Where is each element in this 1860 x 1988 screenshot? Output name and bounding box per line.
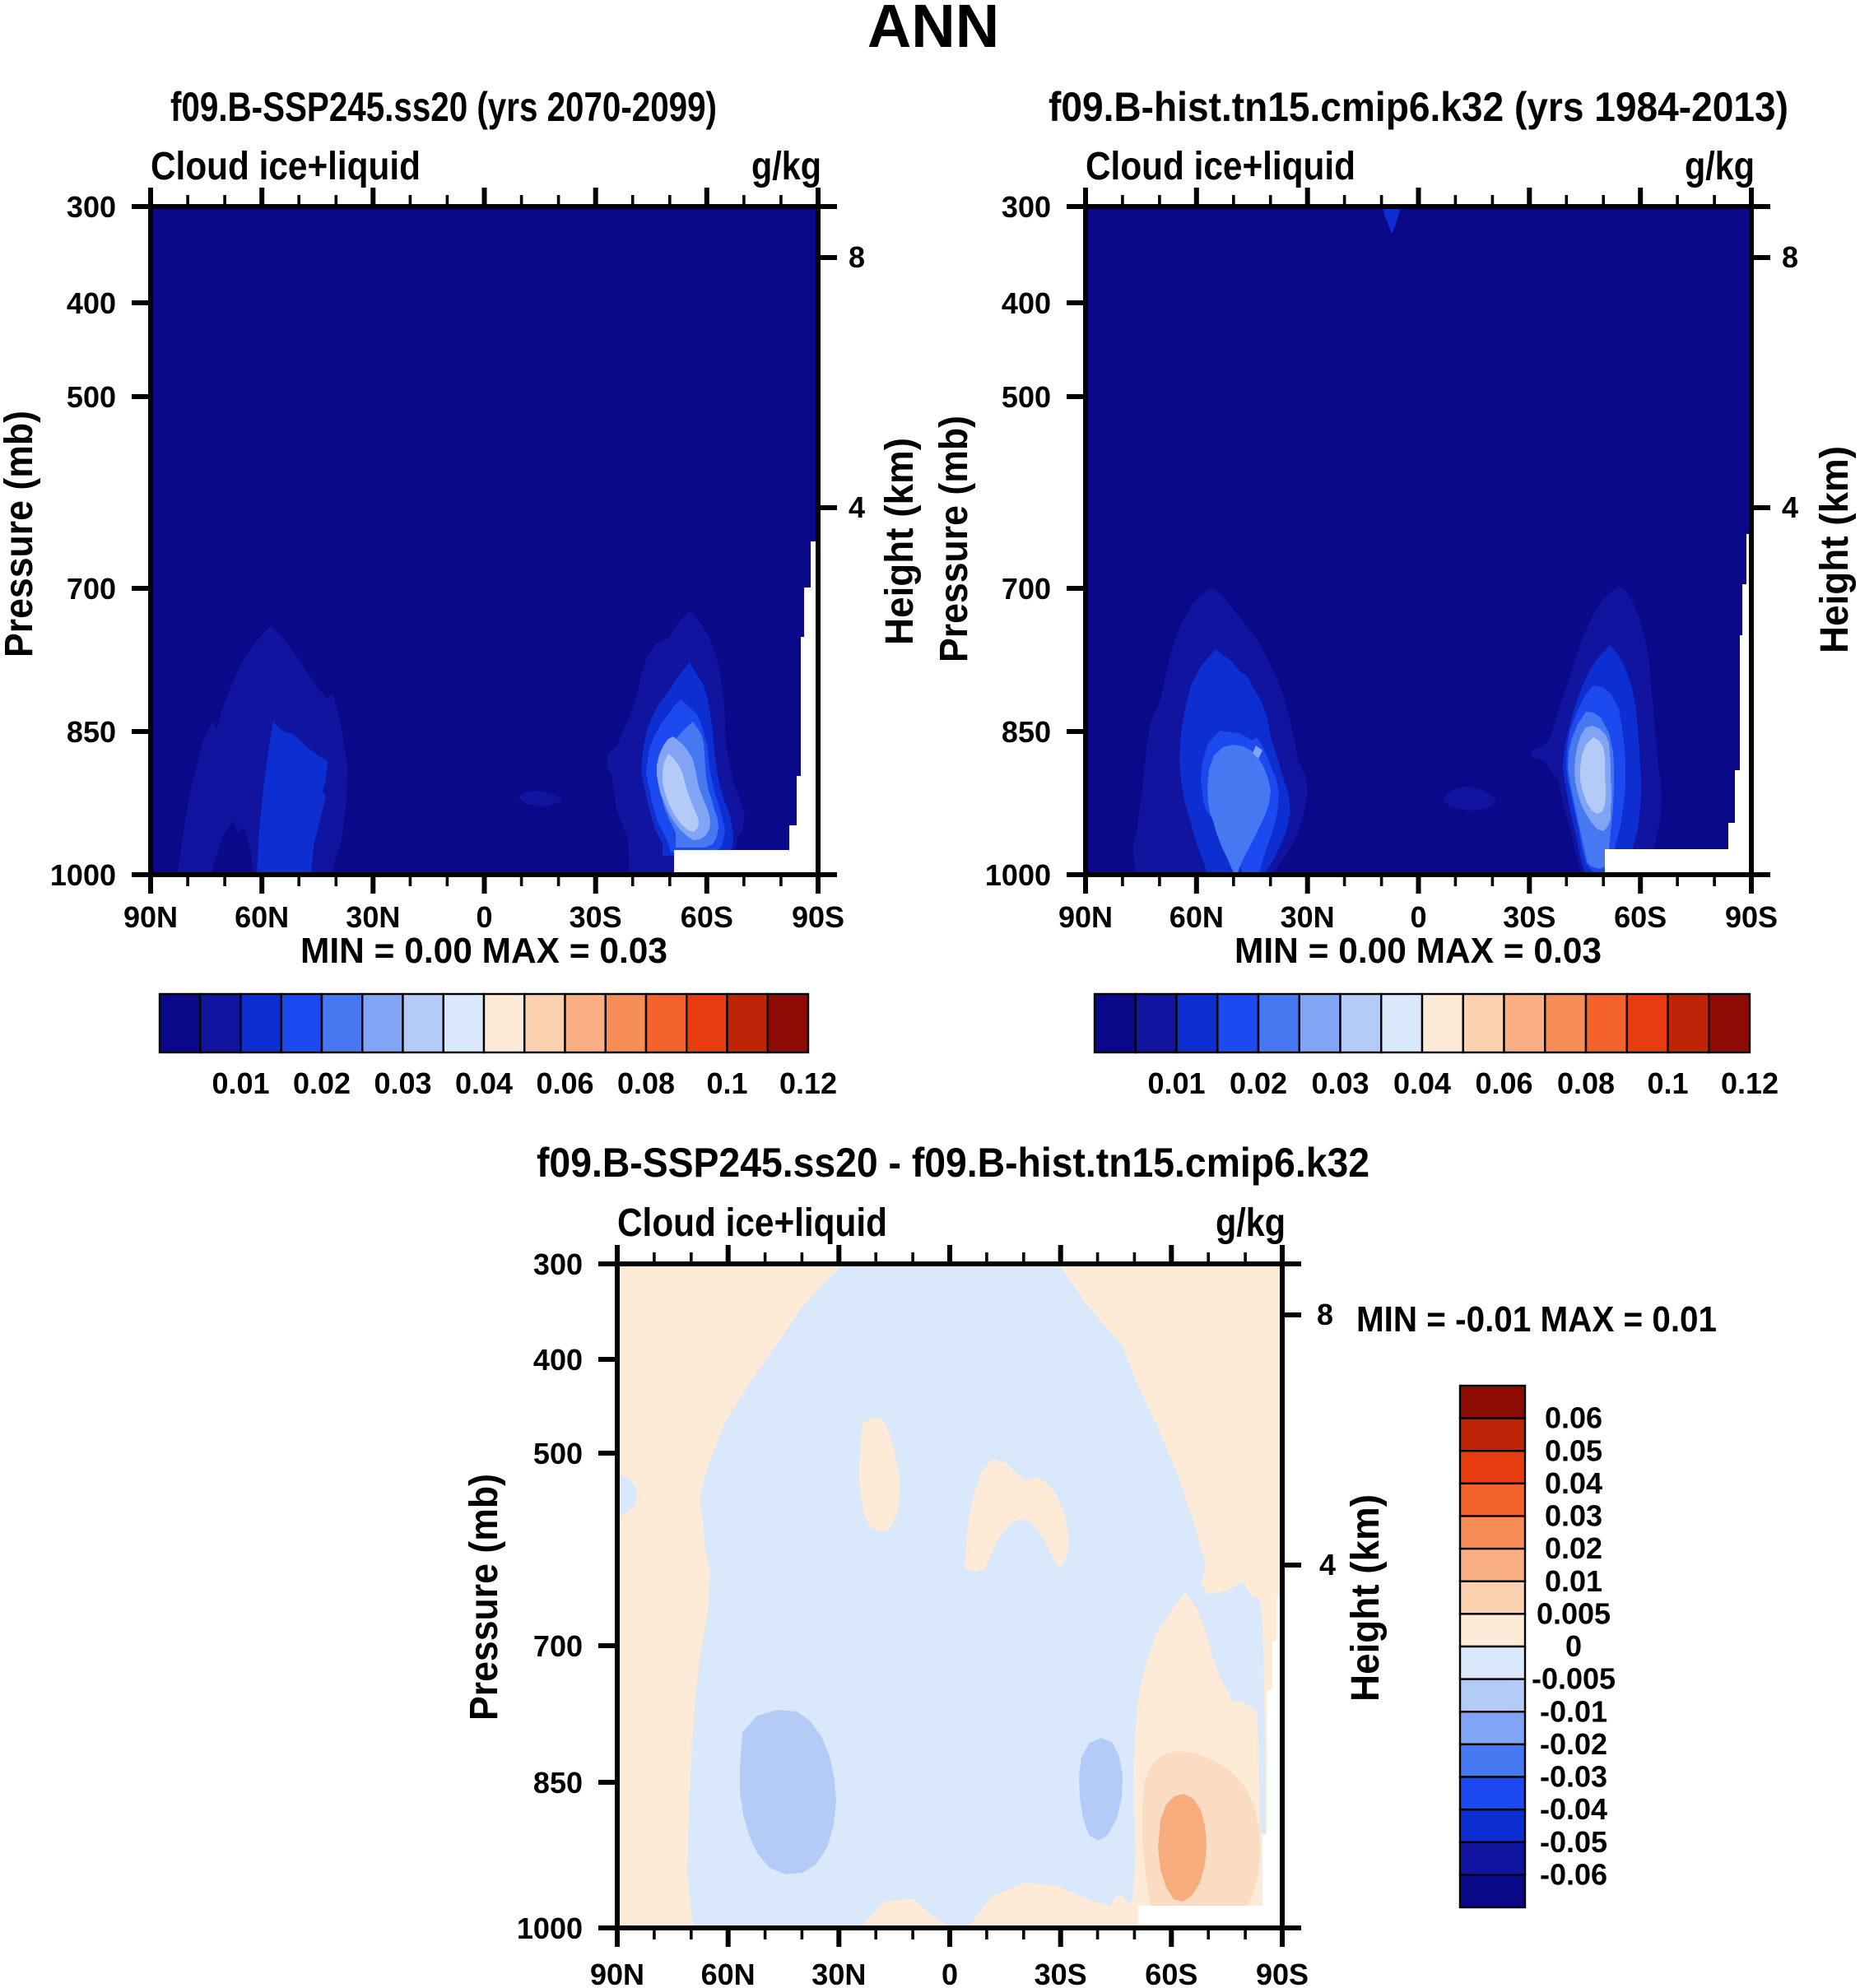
svg-text:Cloud ice+liquid: Cloud ice+liquid: [151, 145, 421, 188]
svg-text:0.08: 0.08: [1557, 1066, 1615, 1100]
svg-text:300: 300: [533, 1247, 583, 1281]
svg-text:Pressure (mb): Pressure (mb): [932, 416, 976, 662]
svg-text:f09.B-SSP245.ss20 - f09.B-hist: f09.B-SSP245.ss20 - f09.B-hist.tn15.cmip…: [537, 1140, 1369, 1186]
svg-text:700: 700: [1002, 572, 1051, 606]
svg-text:0: 0: [942, 1958, 958, 1988]
svg-text:1000: 1000: [985, 858, 1051, 892]
svg-text:Pressure (mb): Pressure (mb): [463, 1474, 506, 1721]
svg-text:4: 4: [1782, 490, 1798, 524]
svg-text:0.01: 0.01: [1545, 1564, 1602, 1598]
svg-text:0.05: 0.05: [1545, 1433, 1602, 1467]
svg-text:-0.02: -0.02: [1540, 1727, 1607, 1761]
svg-text:Height (km): Height (km): [1813, 446, 1857, 653]
svg-text:500: 500: [533, 1437, 583, 1470]
svg-text:850: 850: [1002, 715, 1051, 749]
svg-text:Cloud ice+liquid: Cloud ice+liquid: [617, 1201, 887, 1245]
svg-text:4: 4: [1319, 1548, 1336, 1582]
svg-text:-0.06: -0.06: [1540, 1857, 1607, 1891]
svg-text:0.08: 0.08: [617, 1066, 675, 1100]
svg-text:0.06: 0.06: [1545, 1401, 1602, 1435]
svg-text:-0.05: -0.05: [1540, 1825, 1607, 1859]
svg-text:30N: 30N: [811, 1958, 866, 1988]
svg-text:500: 500: [67, 380, 116, 414]
svg-text:60S: 60S: [1145, 1958, 1197, 1988]
svg-text:700: 700: [67, 572, 116, 606]
svg-text:0.03: 0.03: [374, 1066, 431, 1100]
svg-text:g/kg: g/kg: [1216, 1201, 1286, 1245]
svg-text:MIN = -0.01 MAX = 0.01: MIN = -0.01 MAX = 0.01: [1356, 1299, 1717, 1340]
svg-text:60S: 60S: [1614, 900, 1667, 934]
svg-text:60N: 60N: [235, 900, 289, 934]
svg-text:Cloud ice+liquid: Cloud ice+liquid: [1086, 145, 1355, 188]
svg-text:0: 0: [1410, 900, 1426, 934]
svg-text:f09.B-hist.tn15.cmip6.k32 (yrs: f09.B-hist.tn15.cmip6.k32 (yrs 1984-2013…: [1049, 84, 1788, 130]
svg-text:0.01: 0.01: [212, 1066, 269, 1100]
svg-text:300: 300: [1002, 190, 1051, 224]
svg-text:1000: 1000: [50, 858, 116, 892]
svg-text:60N: 60N: [1169, 900, 1224, 934]
svg-text:g/kg: g/kg: [1685, 145, 1755, 188]
svg-text:60S: 60S: [681, 900, 733, 934]
svg-text:Pressure (mb): Pressure (mb): [0, 411, 41, 657]
svg-text:400: 400: [1002, 286, 1051, 320]
svg-text:-0.03: -0.03: [1540, 1760, 1607, 1794]
svg-text:0.02: 0.02: [1230, 1066, 1287, 1100]
svg-text:90N: 90N: [590, 1958, 644, 1988]
svg-text:-0.005: -0.005: [1532, 1662, 1616, 1696]
svg-text:0.06: 0.06: [536, 1066, 593, 1100]
svg-text:0.04: 0.04: [1393, 1066, 1451, 1100]
svg-text:0.03: 0.03: [1545, 1499, 1602, 1533]
svg-text:0.12: 0.12: [1721, 1066, 1779, 1100]
svg-text:g/kg: g/kg: [751, 145, 821, 188]
svg-text:0.02: 0.02: [1545, 1531, 1602, 1565]
svg-text:ANN: ANN: [867, 0, 999, 60]
svg-text:850: 850: [533, 1766, 583, 1800]
svg-text:Height (km): Height (km): [1344, 1494, 1388, 1702]
svg-text:90S: 90S: [1256, 1958, 1309, 1988]
svg-text:300: 300: [67, 190, 116, 224]
svg-text:1000: 1000: [517, 1911, 583, 1945]
svg-text:0.01: 0.01: [1147, 1066, 1205, 1100]
svg-text:500: 500: [1002, 380, 1051, 414]
svg-text:MIN = 0.00 MAX = 0.03: MIN = 0.00 MAX = 0.03: [300, 931, 667, 971]
svg-text:700: 700: [533, 1629, 583, 1663]
svg-text:0.12: 0.12: [779, 1066, 837, 1100]
svg-text:30N: 30N: [1281, 900, 1335, 934]
svg-text:90S: 90S: [1725, 900, 1778, 934]
svg-text:-0.01: -0.01: [1540, 1694, 1607, 1728]
svg-text:0: 0: [1565, 1629, 1582, 1663]
svg-text:f09.B-SSP245.ss20 (yrs 2070-20: f09.B-SSP245.ss20 (yrs 2070-2099): [170, 84, 717, 130]
svg-text:8: 8: [849, 240, 865, 274]
svg-text:8: 8: [1782, 240, 1798, 274]
svg-text:400: 400: [67, 286, 116, 320]
svg-text:MIN = 0.00 MAX = 0.03: MIN = 0.00 MAX = 0.03: [1235, 931, 1602, 971]
svg-text:-0.04: -0.04: [1540, 1792, 1607, 1826]
svg-text:0.02: 0.02: [293, 1066, 351, 1100]
svg-text:60N: 60N: [701, 1958, 756, 1988]
svg-text:850: 850: [67, 715, 116, 749]
svg-text:0.1: 0.1: [1647, 1066, 1688, 1100]
svg-text:0.005: 0.005: [1537, 1596, 1611, 1630]
svg-text:400: 400: [533, 1343, 583, 1377]
svg-text:0.06: 0.06: [1475, 1066, 1532, 1100]
svg-text:Height (km): Height (km): [878, 438, 922, 645]
svg-text:30N: 30N: [346, 900, 400, 934]
svg-text:0.04: 0.04: [1545, 1466, 1602, 1500]
svg-text:30S: 30S: [570, 900, 622, 934]
svg-text:8: 8: [1317, 1298, 1333, 1331]
svg-text:4: 4: [849, 490, 865, 524]
svg-text:30S: 30S: [1503, 900, 1555, 934]
svg-text:0.1: 0.1: [706, 1066, 747, 1100]
svg-text:30S: 30S: [1035, 1958, 1087, 1988]
svg-text:0.04: 0.04: [455, 1066, 513, 1100]
svg-text:90N: 90N: [123, 900, 178, 934]
svg-text:0: 0: [476, 900, 492, 934]
svg-text:90S: 90S: [792, 900, 844, 934]
svg-text:0.03: 0.03: [1311, 1066, 1369, 1100]
svg-text:90N: 90N: [1058, 900, 1113, 934]
